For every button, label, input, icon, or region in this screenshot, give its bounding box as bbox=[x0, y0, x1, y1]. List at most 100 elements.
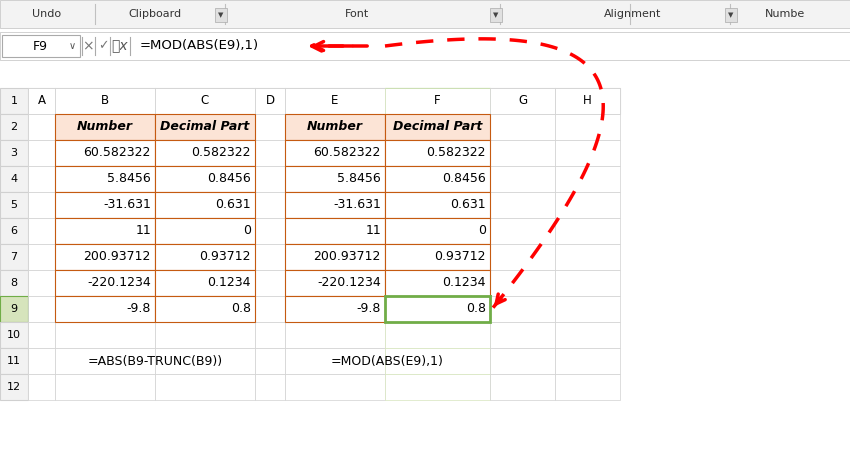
Bar bbox=[285, 88, 385, 114]
Bar bbox=[28, 374, 55, 400]
Bar bbox=[255, 88, 285, 114]
Text: Font: Font bbox=[345, 9, 369, 19]
Text: 0.93712: 0.93712 bbox=[434, 250, 486, 264]
Bar bbox=[55, 114, 155, 140]
Text: 0.8: 0.8 bbox=[466, 303, 486, 315]
Bar bbox=[555, 166, 620, 192]
Text: 3: 3 bbox=[10, 148, 18, 158]
Bar bbox=[55, 88, 155, 114]
Bar bbox=[255, 374, 285, 400]
Bar bbox=[385, 348, 490, 374]
Text: C: C bbox=[201, 95, 209, 107]
Text: 2: 2 bbox=[10, 122, 18, 132]
Text: Decimal Part: Decimal Part bbox=[161, 121, 250, 133]
Bar bbox=[28, 218, 55, 244]
Bar bbox=[0, 296, 28, 322]
Bar bbox=[285, 322, 385, 348]
Bar bbox=[255, 192, 285, 218]
Text: 0.582322: 0.582322 bbox=[191, 147, 251, 159]
Text: Clipboard: Clipboard bbox=[128, 9, 182, 19]
Bar bbox=[285, 192, 385, 218]
Bar bbox=[285, 166, 385, 192]
Bar bbox=[28, 88, 55, 114]
Text: 11: 11 bbox=[7, 356, 21, 366]
Text: Number: Number bbox=[307, 121, 363, 133]
Bar bbox=[285, 244, 385, 270]
Bar bbox=[0, 244, 28, 270]
Bar bbox=[155, 244, 255, 270]
Bar bbox=[490, 374, 555, 400]
Bar bbox=[155, 88, 255, 114]
Bar bbox=[155, 192, 255, 218]
Bar bbox=[490, 192, 555, 218]
Bar bbox=[285, 88, 385, 114]
Bar bbox=[385, 192, 490, 218]
Bar bbox=[555, 348, 620, 374]
Bar bbox=[385, 166, 490, 192]
Bar bbox=[555, 374, 620, 400]
Text: D: D bbox=[265, 95, 275, 107]
Text: 0.582322: 0.582322 bbox=[427, 147, 486, 159]
Text: ▼: ▼ bbox=[218, 12, 224, 18]
Bar bbox=[55, 348, 155, 374]
Text: 0.631: 0.631 bbox=[215, 198, 251, 212]
Bar bbox=[385, 322, 490, 348]
Text: 0.8456: 0.8456 bbox=[207, 172, 251, 186]
Bar bbox=[55, 140, 155, 166]
Text: F9: F9 bbox=[32, 39, 48, 53]
Bar bbox=[0, 88, 28, 114]
Bar bbox=[55, 114, 155, 140]
Text: 0.8456: 0.8456 bbox=[442, 172, 486, 186]
Bar bbox=[385, 114, 490, 140]
Bar bbox=[155, 244, 255, 270]
Bar bbox=[155, 348, 255, 374]
Text: ∨: ∨ bbox=[69, 41, 76, 51]
Bar bbox=[385, 244, 490, 270]
Text: 200.93712: 200.93712 bbox=[83, 250, 151, 264]
Text: 12: 12 bbox=[7, 382, 21, 392]
Bar bbox=[385, 296, 490, 322]
Bar bbox=[28, 296, 55, 322]
Text: -9.8: -9.8 bbox=[127, 303, 151, 315]
Bar bbox=[555, 322, 620, 348]
Bar bbox=[555, 218, 620, 244]
Bar bbox=[385, 270, 490, 296]
Bar bbox=[490, 296, 555, 322]
Bar bbox=[385, 114, 490, 140]
Bar bbox=[155, 192, 255, 218]
Bar bbox=[28, 88, 55, 114]
Text: B: B bbox=[101, 95, 109, 107]
Bar bbox=[0, 0, 850, 28]
Text: Numbe: Numbe bbox=[765, 9, 805, 19]
Bar bbox=[285, 296, 385, 322]
Bar bbox=[255, 88, 285, 114]
Bar bbox=[385, 192, 490, 218]
Bar bbox=[490, 218, 555, 244]
Bar bbox=[385, 140, 490, 166]
Bar bbox=[155, 296, 255, 322]
Text: 9: 9 bbox=[10, 304, 18, 314]
Bar bbox=[285, 140, 385, 166]
Text: 0.631: 0.631 bbox=[450, 198, 486, 212]
Bar bbox=[155, 270, 255, 296]
Bar bbox=[28, 166, 55, 192]
Bar bbox=[55, 218, 155, 244]
Bar bbox=[0, 166, 28, 192]
Bar bbox=[155, 322, 255, 348]
Bar bbox=[725, 8, 737, 22]
Bar bbox=[385, 218, 490, 244]
Bar bbox=[155, 296, 255, 322]
Bar bbox=[285, 114, 385, 140]
Bar bbox=[55, 244, 155, 270]
Bar bbox=[285, 192, 385, 218]
Text: 6: 6 bbox=[10, 226, 18, 236]
Text: =MOD(ABS(E9),1): =MOD(ABS(E9),1) bbox=[331, 355, 444, 367]
Bar bbox=[55, 166, 155, 192]
Bar bbox=[55, 192, 155, 218]
Text: 7: 7 bbox=[10, 252, 18, 262]
Bar bbox=[385, 88, 490, 114]
Text: G: G bbox=[518, 95, 527, 107]
Bar bbox=[555, 88, 620, 114]
Bar bbox=[0, 348, 28, 374]
Text: -9.8: -9.8 bbox=[357, 303, 381, 315]
